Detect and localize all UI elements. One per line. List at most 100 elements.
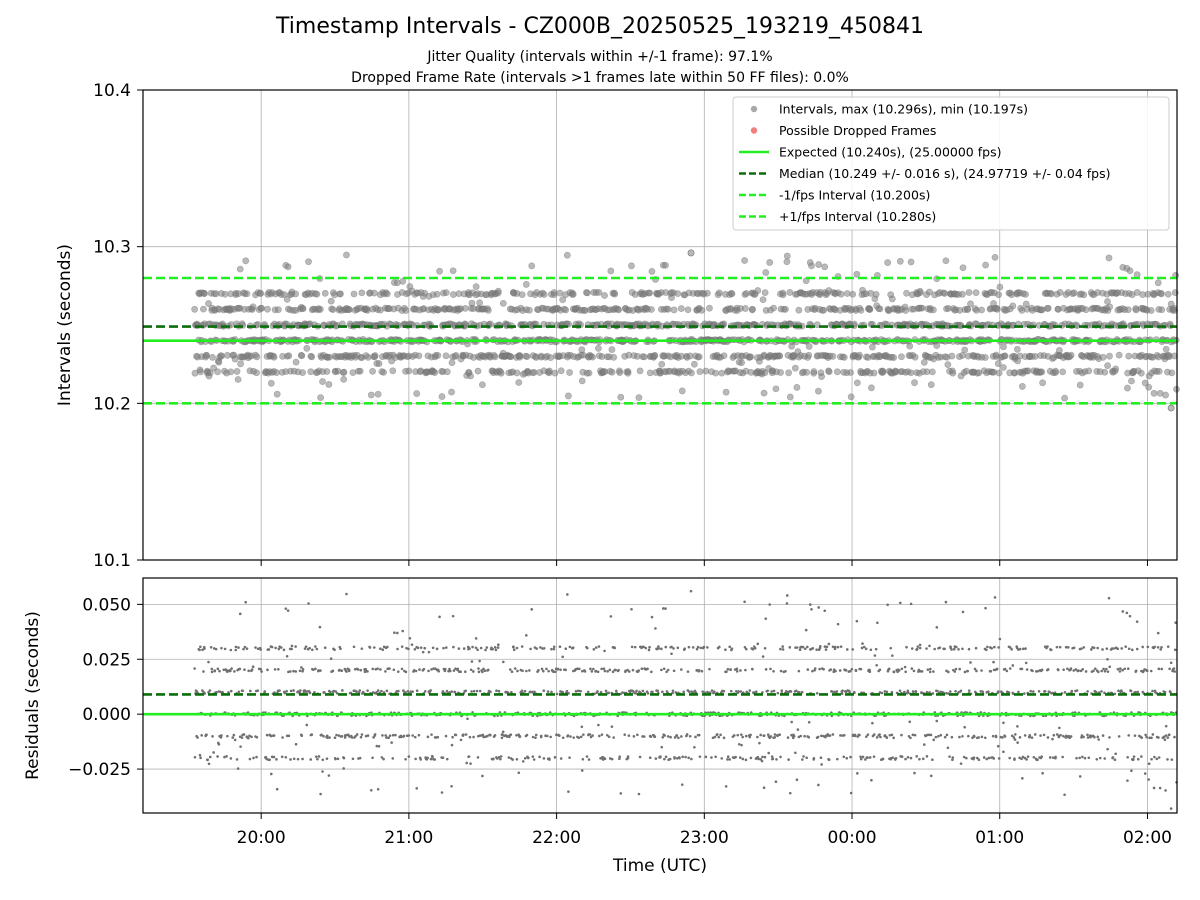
- interval-point: [203, 351, 210, 359]
- residual-point: [856, 772, 859, 775]
- residual-point: [749, 756, 753, 760]
- residual-point: [937, 734, 940, 738]
- residual-point: [450, 690, 454, 693]
- interval-point: [783, 258, 791, 266]
- residual-point: [454, 733, 458, 737]
- residual-point: [756, 735, 759, 739]
- residual-point: [292, 689, 295, 692]
- interval-point: [399, 277, 407, 285]
- residual-point: [205, 733, 208, 737]
- residual-point: [1013, 758, 1016, 761]
- residual-point: [456, 667, 460, 671]
- residual-point: [1144, 733, 1147, 737]
- residual-point: [534, 733, 538, 737]
- residual-point: [435, 647, 439, 651]
- residual-point: [272, 755, 276, 759]
- residual-point: [284, 755, 288, 759]
- residual-point: [965, 756, 968, 760]
- interval-point: [706, 304, 713, 312]
- residual-point: [836, 757, 839, 761]
- residual-point: [210, 670, 214, 674]
- residual-point: [263, 690, 267, 693]
- x-tick-label: 02:00: [1123, 828, 1172, 848]
- residual-point: [788, 791, 792, 795]
- residual-point: [650, 670, 653, 674]
- residual-point: [935, 626, 939, 629]
- residual-point: [916, 645, 920, 648]
- interval-point: [754, 287, 762, 294]
- residual-point: [493, 734, 497, 737]
- residual-point: [1069, 667, 1073, 670]
- residual-point: [769, 735, 773, 738]
- residual-point: [785, 594, 789, 597]
- residual-point: [408, 636, 412, 640]
- residual-point: [1129, 689, 1133, 693]
- residual-point: [903, 665, 907, 669]
- residual-point: [438, 615, 441, 619]
- residual-point: [202, 670, 205, 673]
- interval-point: [601, 292, 608, 299]
- chart-title: Timestamp Intervals - CZ000B_20250525_19…: [276, 14, 924, 39]
- residual-point: [513, 667, 517, 670]
- residual-point: [972, 735, 976, 738]
- residual-point: [732, 734, 736, 737]
- residual-point: [579, 689, 582, 693]
- residual-point: [700, 669, 704, 673]
- interval-point: [197, 368, 204, 376]
- residual-point: [873, 654, 877, 657]
- residual-point: [339, 647, 342, 651]
- residual-point: [328, 736, 331, 739]
- interval-point: [928, 368, 936, 376]
- residual-point: [787, 758, 790, 761]
- residual-point: [687, 756, 690, 760]
- residual-point: [827, 642, 831, 646]
- residual-point: [250, 668, 254, 671]
- interval-point: [513, 369, 521, 377]
- residual-point: [1102, 667, 1105, 671]
- residual-point: [1008, 667, 1012, 670]
- interval-point: [218, 352, 225, 360]
- residual-point: [726, 758, 729, 761]
- residual-point: [411, 734, 414, 737]
- residual-point: [520, 645, 524, 648]
- residual-point: [929, 733, 933, 737]
- residual-point: [411, 690, 415, 693]
- residual-point: [608, 668, 612, 672]
- residual-point: [866, 756, 869, 759]
- residual-point: [967, 647, 971, 651]
- residual-point: [770, 690, 773, 693]
- residual-point: [247, 736, 250, 740]
- residual-point: [520, 689, 524, 693]
- residual-point: [680, 735, 683, 738]
- residual-point: [1024, 647, 1027, 650]
- residual-point: [1077, 669, 1080, 672]
- residual-point: [314, 667, 317, 671]
- residual-point: [217, 743, 221, 746]
- interval-point: [761, 289, 769, 297]
- residual-point: [642, 735, 646, 738]
- x-tick-label: 22:00: [532, 828, 581, 848]
- residual-point: [567, 790, 570, 793]
- residual-point: [239, 745, 242, 748]
- residual-point: [396, 631, 399, 635]
- interval-point: [610, 353, 618, 361]
- residual-point: [1082, 735, 1085, 739]
- interval-point: [981, 354, 989, 361]
- interval-point: [1009, 302, 1017, 310]
- residual-point: [1081, 667, 1085, 671]
- legend-entry-label: Possible Dropped Frames: [779, 123, 936, 138]
- residual-point: [356, 668, 360, 671]
- interval-point: [761, 369, 769, 377]
- residual-point: [426, 735, 430, 739]
- residual-point: [915, 755, 919, 758]
- residual-point: [220, 646, 223, 650]
- interval-point: [556, 289, 564, 297]
- residual-point: [698, 755, 702, 758]
- interval-point: [522, 281, 530, 288]
- residual-point: [433, 758, 437, 761]
- interval-point: [872, 290, 880, 298]
- residual-point: [352, 645, 356, 649]
- interval-point: [1082, 306, 1090, 314]
- interval-point: [994, 360, 1002, 367]
- residual-point: [905, 645, 908, 649]
